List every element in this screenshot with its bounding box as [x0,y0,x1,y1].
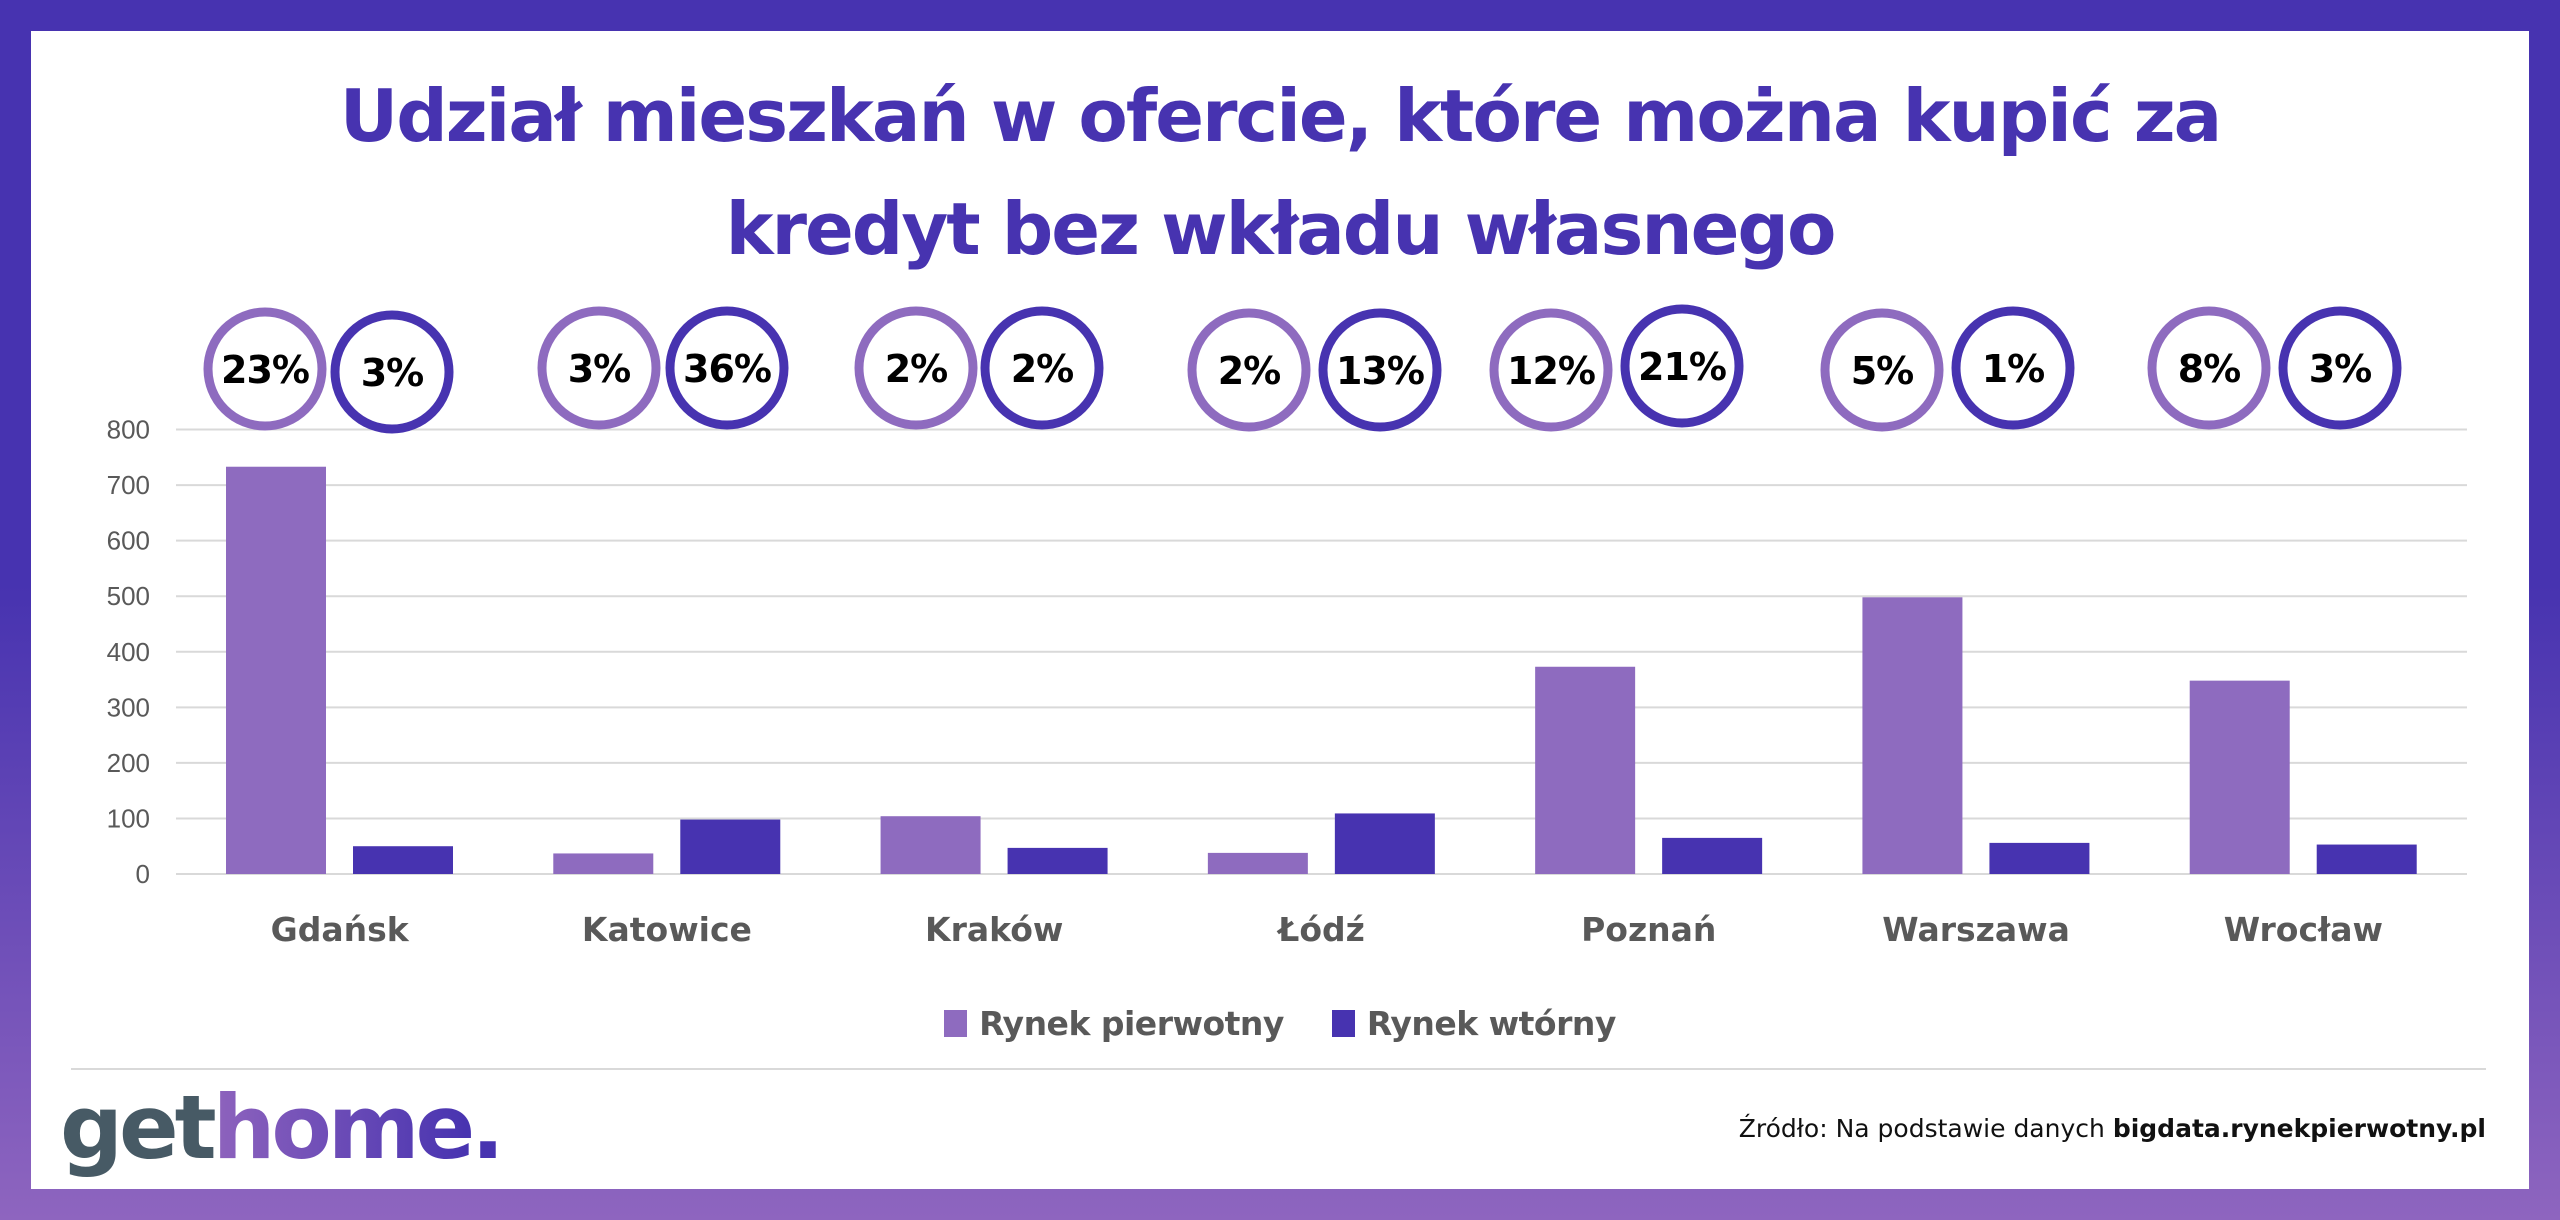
x-tick-label: Wrocław [2224,910,2383,949]
badge-ring-icon [854,306,978,430]
legend: Rynek pierwotny Rynek wtórny [0,1004,2560,1043]
badge-ring-icon [1187,308,1311,432]
badge-ring-icon [1318,308,1442,432]
content-panel [31,31,2529,1189]
bar-secondary-1[interactable] [680,819,781,874]
badge-ring-icon [1620,304,1744,428]
bar-secondary-4[interactable] [1662,837,1763,874]
share-label: 3% [2309,347,2372,391]
share-label: 8% [2178,347,2241,391]
logo-dot: . [471,1076,504,1179]
share-badge-secondary: 2% [980,306,1104,430]
share-badge-secondary: 21% [1620,304,1744,428]
bar-primary-2[interactable] [880,816,981,874]
x-tick-label: Gdańsk [271,910,410,949]
badge-ring-icon [2278,306,2402,430]
share-badge-secondary: 13% [1318,308,1442,432]
bar-primary-1[interactable] [553,853,654,874]
badge-ring-icon [1951,306,2075,430]
share-label: 2% [1011,347,1074,391]
bar-secondary-5[interactable] [1989,842,2090,874]
badge-ring-icon [1489,308,1613,432]
y-tick-label: 500 [107,581,150,611]
bars [226,466,2417,874]
chart-title: Udział mieszkań w ofercie, które można k… [0,60,2560,286]
bar-chart: 0 100 200 300 400 500 600 700 800 Gdańsk Katowice… [107,304,2467,949]
share-badge-primary: 5% [1820,308,1944,432]
chart-title-line-2: kredyt bez wkładu własnego [725,187,1837,271]
share-label: 1% [1982,347,2045,391]
share-badge-secondary: 3% [330,310,454,434]
legend-label: Rynek wtórny [1366,1004,1616,1043]
bar-secondary-0[interactable] [353,846,453,874]
legend-swatch-secondary [1331,1010,1355,1037]
x-axis-ticks: Gdańsk Katowice Kraków Łódź Poznań Warszawa Wr… [271,910,2383,949]
bar-primary-6[interactable] [2189,680,2290,874]
y-tick-label: 200 [107,748,150,778]
badge-ring-icon [330,310,454,434]
share-badge-primary: 3% [537,306,661,430]
share-label: 13% [1336,349,1424,393]
badge-ring-icon [665,306,789,430]
share-badge-secondary: 36% [665,306,789,430]
legend-item-secondary-market[interactable]: Rynek wtórny [1331,1004,1616,1043]
legend-label: Rynek pierwotny [979,1004,1284,1043]
share-badge-primary: 12% [1489,308,1613,432]
bar-primary-4[interactable] [1535,666,1636,874]
y-tick-label: 400 [107,637,150,667]
bar-secondary-2[interactable] [1007,847,1108,874]
logo-get: get [60,1076,217,1179]
y-tick-label: 600 [107,526,150,556]
share-label: 3% [568,347,631,391]
footer-divider [71,1068,2486,1070]
share-label: 3% [361,351,424,395]
gridlines [176,428,2467,875]
y-tick-label: 300 [107,692,150,722]
badge-ring-icon [537,306,661,430]
y-tick-label: 700 [107,470,150,500]
chart-title-line-1: Udział mieszkań w ofercie, które można k… [339,74,2222,158]
bar-secondary-3[interactable] [1334,813,1435,874]
share-label: 2% [1218,349,1281,393]
y-axis-ticks: 0 100 200 300 400 500 600 700 800 [107,415,150,890]
badge-ring-icon [1820,308,1944,432]
share-badge-secondary: 1% [1951,306,2075,430]
share-badge-secondary: 3% [2278,306,2402,430]
source-link: bigdata.rynekpierwotny.pl [2112,1114,2486,1143]
x-tick-label: Kraków [925,910,1063,949]
logo-home: home [212,1076,475,1179]
share-label: 36% [683,347,771,391]
share-badge-primary: 2% [854,306,978,430]
source-note: Źródło: Na podstawie danych bigdata.ryne… [1739,1114,2486,1143]
badge-ring-icon [2147,306,2271,430]
y-tick-label: 800 [107,415,150,445]
x-tick-label: Poznań [1581,910,1716,949]
badge-ring-icon [203,307,327,431]
bar-primary-3[interactable] [1207,852,1308,874]
share-badge-primary: 23% [203,307,327,431]
share-badges: 23% 3% 2% 2% 12% 5% 8% 3% 36% 2% 13% 21% 1% 3% [203,304,2402,434]
share-label: 5% [1851,349,1914,393]
bar-primary-0[interactable] [226,466,326,874]
share-label: 2% [885,347,948,391]
x-tick-label: Katowice [582,910,752,949]
share-badge-primary: 8% [2147,306,2271,430]
bar-secondary-6[interactable] [2316,844,2417,874]
x-tick-label: Warszawa [1882,910,2070,949]
y-tick-label: 100 [107,803,150,833]
gethome-logo: gethome. [60,1076,505,1179]
legend-swatch-primary [944,1010,968,1037]
source-prefix: Źródło: Na podstawie danych [1738,1114,2113,1143]
badge-ring-icon [980,306,1104,430]
legend-item-primary-market[interactable]: Rynek pierwotny [944,1004,1284,1043]
bar-primary-5[interactable] [1862,597,1963,874]
share-label: 21% [1638,345,1726,389]
y-tick-label: 0 [136,859,150,889]
x-tick-label: Łódź [1276,910,1365,949]
share-badge-primary: 2% [1187,308,1311,432]
share-label: 23% [221,348,309,392]
share-label: 12% [1507,349,1595,393]
